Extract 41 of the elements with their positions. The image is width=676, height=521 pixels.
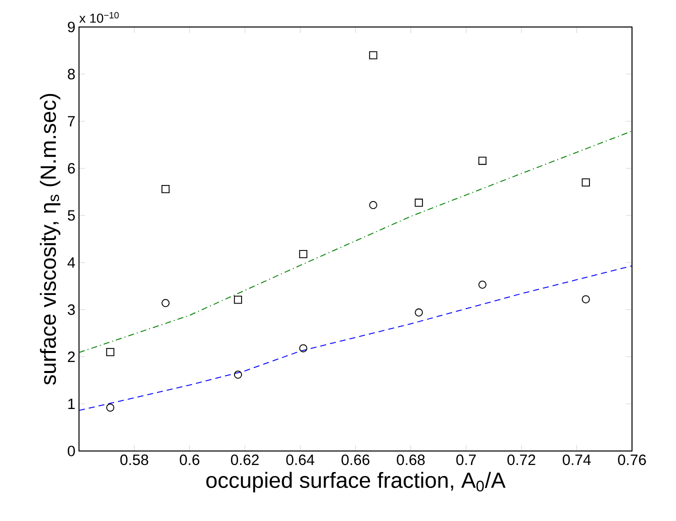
y-tick-label: 3 [68, 304, 75, 315]
line-series [79, 130, 632, 353]
y-tick-label: 2 [68, 352, 75, 362]
x-tick-label: 0.7 [456, 454, 476, 466]
x-tick-label: 0.62 [230, 454, 259, 466]
point [234, 296, 242, 304]
point [106, 348, 114, 356]
point [299, 344, 308, 352]
point [106, 404, 114, 412]
point [414, 198, 423, 207]
x-tick-label: 0.72 [507, 454, 536, 466]
x-tick-label: 0.58 [120, 454, 148, 466]
point [162, 299, 170, 308]
point [299, 250, 308, 258]
y-tick-label: 0 [68, 446, 75, 456]
y-tick-label: 1 [68, 398, 75, 410]
y-tick-label: 6 [68, 163, 75, 174]
point [162, 185, 170, 194]
x-tick-label: 0.74 [562, 454, 591, 466]
y-tick-label: 9 [68, 22, 75, 32]
y-tick-label: 7 [68, 116, 75, 126]
x-tick-label: 0.64 [286, 454, 314, 466]
point [414, 308, 423, 317]
x-tick-label: 0.76 [618, 454, 646, 466]
point [369, 51, 378, 60]
point [582, 295, 590, 304]
point [369, 201, 378, 210]
point [478, 156, 486, 165]
x-tick-label: 0.66 [342, 454, 370, 466]
point [234, 370, 242, 379]
text: x 10$^{−10}$ [79, 12, 119, 23]
x-axis-title: occupied surface fraction, A$_{0}$/A [206, 472, 506, 492]
y-tick-label: 8 [68, 68, 75, 80]
x-tick-label: 0.68 [396, 454, 425, 466]
y-tick-label: 4 [68, 257, 76, 268]
y-axis-title: surface viscosity, η$_{s}$ (N.m.sec) [40, 94, 60, 385]
point [582, 178, 590, 187]
y-tick-label: 5 [68, 210, 75, 221]
point [478, 280, 486, 289]
line-series [79, 265, 632, 411]
x-tick-label: 0.6 [180, 454, 200, 466]
